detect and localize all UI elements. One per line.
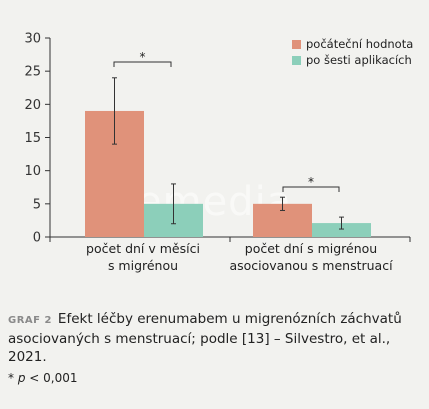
y-tick-label: 10 (24, 164, 41, 179)
caption-text: Efekt léčby erenumabem u migrenózních zá… (8, 311, 402, 365)
significance-bracket (113, 61, 172, 67)
significance-star: * (308, 175, 314, 189)
legend-label: po šesti aplikacích (306, 53, 412, 67)
significance-brackets: ** (113, 50, 340, 192)
y-tick-label: 15 (24, 131, 41, 146)
legend: počáteční hodnota po šesti aplikacích (292, 37, 413, 67)
legend-swatch (292, 56, 301, 65)
y-tick-label: 30 (24, 32, 41, 47)
footnote-rest: < 0,001 (25, 371, 78, 385)
y-tick-label: 0 (33, 231, 41, 246)
x-category-label: asociovanou s menstruací (229, 258, 393, 273)
y-tick-label: 5 (33, 197, 41, 212)
x-category-label: počet dní v měsíci (86, 241, 200, 256)
x-axis-categories: počet dní v měsíci s migrénou počet dní s … (86, 241, 393, 273)
significance-bracket (282, 186, 340, 192)
caption-tag: GRAF 2 (8, 315, 52, 326)
x-category-label: počet dní s migrénou (245, 241, 377, 256)
bar (312, 223, 371, 237)
footnote-p: p (17, 371, 26, 385)
significance-star: * (140, 50, 146, 64)
figure-caption: GRAF 2 Efekt léčby erenumabem u migrenózn… (8, 310, 423, 366)
y-tick-label: 20 (24, 98, 41, 113)
bars (85, 110, 371, 237)
error-bars (112, 77, 344, 230)
y-tick-label: 25 (24, 65, 41, 80)
footnote: * p < 0,001 (8, 371, 78, 385)
y-axis: 0 5 10 15 20 25 30 (24, 32, 411, 246)
x-category-label: s migrénou (108, 258, 178, 273)
footnote-symbol: * (8, 371, 14, 385)
legend-swatch (292, 40, 301, 49)
legend-label: počáteční hodnota (306, 37, 413, 51)
